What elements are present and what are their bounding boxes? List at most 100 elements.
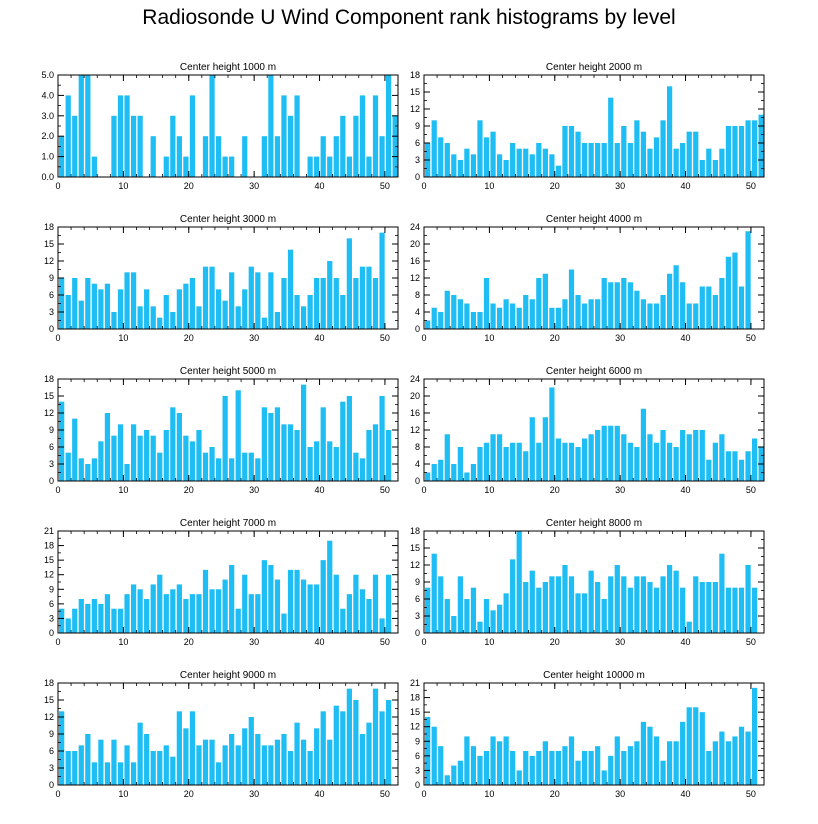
- histogram-bar: [78, 75, 84, 177]
- histogram-bar: [660, 760, 666, 785]
- histogram-bar: [196, 430, 202, 481]
- histogram-bar: [470, 312, 477, 329]
- histogram-panel-7: Center height 7000 m 0 10 20 30 40 50 0 3 6 9 12 15 1…: [44, 518, 399, 647]
- histogram-bar: [510, 559, 516, 633]
- histogram-bar: [549, 154, 555, 177]
- histogram-bar: [451, 154, 457, 177]
- histogram-bar: [706, 148, 712, 177]
- histogram-bar: [281, 95, 287, 177]
- y-tick-label: 18: [410, 526, 420, 536]
- histogram-bar: [307, 156, 313, 177]
- x-tick-label: 20: [550, 181, 560, 191]
- histogram-bar: [745, 231, 751, 329]
- histogram-bar: [666, 741, 673, 785]
- panel-title: Center height 3000 m: [180, 214, 276, 225]
- histogram-bar: [189, 441, 196, 481]
- histogram-bar: [333, 447, 339, 481]
- histogram-bar: [496, 154, 503, 177]
- y-tick-label: 3: [49, 459, 54, 469]
- histogram-bar: [431, 464, 437, 481]
- histogram-bar: [372, 688, 379, 785]
- histogram-bar: [183, 283, 189, 329]
- histogram-bar: [78, 599, 84, 633]
- x-tick-label: 50: [380, 181, 390, 191]
- histogram-bar: [91, 762, 97, 785]
- x-tick-label: 40: [315, 485, 325, 495]
- histogram-bar: [457, 576, 463, 633]
- histogram-bar: [85, 734, 91, 785]
- histogram-bar: [307, 447, 313, 481]
- histogram-bar: [542, 741, 548, 785]
- histogram-bar: [281, 278, 287, 329]
- x-tick-label: 10: [118, 789, 128, 799]
- histogram-bar: [608, 425, 614, 481]
- histogram-bar: [608, 576, 614, 633]
- histogram-bar: [640, 721, 647, 785]
- histogram-bar: [255, 272, 261, 329]
- histogram-bar: [366, 599, 372, 633]
- histogram-bar: [117, 95, 124, 177]
- histogram-bar: [575, 131, 581, 177]
- x-tick-label: 0: [55, 333, 60, 343]
- histogram-bar: [59, 608, 65, 633]
- histogram-bar: [202, 452, 209, 481]
- histogram-bar: [529, 154, 535, 177]
- histogram-bar: [647, 726, 653, 785]
- histogram-bar: [157, 452, 163, 481]
- histogram-bar: [699, 582, 705, 633]
- x-tick-label: 30: [615, 485, 625, 495]
- x-tick-label: 30: [615, 789, 625, 799]
- histogram-bar: [614, 736, 620, 785]
- histogram-bar: [680, 143, 686, 177]
- histogram-bar: [366, 266, 372, 329]
- histogram-bar: [477, 120, 483, 177]
- histogram-bar: [516, 307, 522, 329]
- histogram-bar: [549, 387, 555, 481]
- histogram-bar: [581, 303, 588, 329]
- x-tick-label: 30: [615, 637, 625, 647]
- x-tick-label: 30: [615, 181, 625, 191]
- histogram-bar: [673, 265, 679, 329]
- histogram-bar: [549, 307, 555, 329]
- histogram-bar: [261, 560, 267, 633]
- histogram-bar: [719, 434, 725, 481]
- histogram-bar: [536, 442, 542, 481]
- histogram-bar: [438, 576, 444, 633]
- histogram-bar: [150, 136, 156, 177]
- histogram-bar: [248, 717, 254, 785]
- histogram-bar: [314, 278, 320, 329]
- histogram-bar: [621, 751, 627, 785]
- histogram-bar: [65, 618, 71, 633]
- histogram-bar: [353, 452, 359, 481]
- histogram-bar: [229, 272, 235, 329]
- histogram-bar: [438, 746, 444, 785]
- histogram-bar: [686, 621, 692, 633]
- histogram-bar: [183, 435, 189, 481]
- histogram-bar: [235, 306, 241, 329]
- x-tick-label: 40: [315, 637, 325, 647]
- histogram-bar: [568, 269, 575, 329]
- histogram-bar: [372, 424, 379, 481]
- histogram-bar: [542, 148, 548, 177]
- histogram-bar: [653, 736, 660, 785]
- histogram-bar: [483, 278, 490, 329]
- x-tick-label: 20: [184, 181, 194, 191]
- histogram-bar: [294, 95, 300, 177]
- y-tick-label: 3: [415, 155, 420, 165]
- histogram-bar: [314, 728, 320, 785]
- y-tick-label: 0.0: [41, 172, 54, 182]
- histogram-bar: [300, 739, 307, 785]
- histogram-bar: [523, 295, 529, 329]
- histogram-bar: [634, 290, 640, 329]
- histogram-bar: [673, 148, 679, 177]
- histogram-bar: [510, 303, 516, 329]
- x-tick-label: 10: [484, 789, 494, 799]
- x-tick-label: 50: [746, 789, 756, 799]
- histogram-bar: [666, 565, 673, 633]
- histogram-bar: [268, 413, 274, 481]
- y-tick-label: 9: [415, 577, 420, 587]
- histogram-bar: [130, 762, 137, 785]
- x-tick-label: 20: [184, 485, 194, 495]
- histogram-bar: [261, 136, 267, 177]
- histogram-bar: [183, 156, 189, 177]
